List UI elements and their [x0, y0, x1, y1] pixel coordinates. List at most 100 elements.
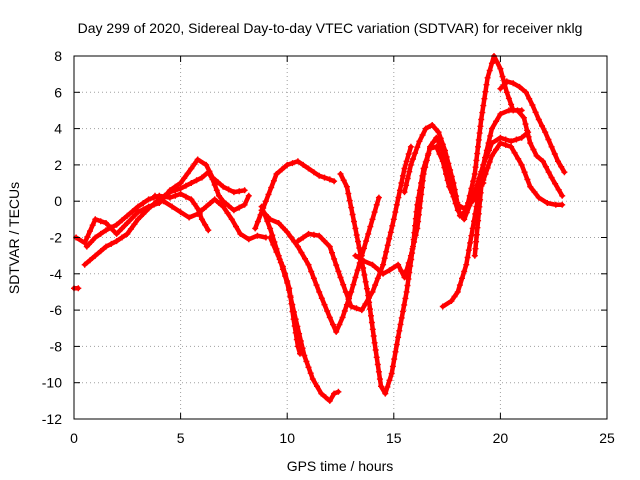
data-point: [412, 150, 419, 157]
data-point: [184, 170, 191, 177]
data-point: [211, 181, 218, 188]
data-point: [369, 326, 376, 333]
data-point: [423, 157, 430, 164]
data-point: [205, 169, 212, 176]
data-point: [279, 263, 286, 270]
data-point: [270, 241, 277, 248]
data-point: [477, 189, 484, 196]
data-point: [333, 262, 340, 269]
data-point: [417, 198, 424, 205]
data-point: [177, 209, 184, 216]
data-point: [188, 180, 195, 186]
data-point: [341, 308, 348, 314]
data-point: [479, 109, 486, 116]
data-point: [182, 193, 189, 200]
data-point: [230, 189, 237, 196]
data-point: [472, 164, 479, 171]
data-point: [310, 231, 317, 238]
data-point: [472, 245, 479, 252]
data-point: [83, 243, 90, 250]
data-point: [362, 278, 369, 285]
data-point: [129, 214, 136, 221]
data-point: [172, 192, 179, 199]
data-point: [405, 276, 412, 282]
data-point: [447, 167, 454, 173]
data-point: [103, 220, 109, 226]
data-point: [135, 209, 141, 216]
data-point: [302, 255, 308, 262]
data-point: [487, 132, 494, 139]
data-point: [415, 218, 422, 225]
data-point: [300, 161, 307, 168]
data-point: [330, 321, 336, 328]
series-track-9: [294, 143, 414, 314]
data-point: [363, 285, 370, 292]
data-point: [309, 376, 316, 383]
data-point: [463, 207, 470, 214]
data-point: [503, 89, 510, 96]
data-point: [465, 247, 472, 254]
data-point: [186, 214, 193, 221]
data-point: [322, 394, 329, 401]
data-point: [308, 268, 315, 275]
data-point: [316, 232, 323, 239]
data-point: [530, 146, 537, 153]
data-point: [297, 350, 303, 357]
data-point: [145, 205, 152, 212]
data-point: [300, 234, 307, 241]
data-point: [321, 238, 328, 245]
data-point: [268, 184, 275, 191]
data-point: [294, 238, 301, 245]
data-point: [124, 220, 131, 226]
data-point: [290, 316, 297, 323]
data-point: [480, 161, 487, 168]
data-point: [453, 193, 460, 200]
data-point: [422, 125, 429, 132]
data-point: [273, 171, 280, 177]
data-point: [282, 270, 289, 277]
data-point: [365, 230, 372, 237]
data-point: [488, 125, 495, 132]
data-point: [414, 225, 421, 232]
data-point: [340, 281, 347, 288]
data-point: [254, 218, 261, 225]
data-point: [486, 158, 493, 165]
data-point: [108, 240, 115, 247]
data-point: [448, 173, 455, 180]
data-point: [475, 210, 482, 217]
data-point: [349, 211, 356, 218]
data-point: [267, 225, 274, 232]
data-point: [188, 196, 195, 203]
data-point: [387, 229, 394, 236]
data-point: [497, 111, 504, 118]
data-point: [316, 172, 323, 179]
data-point: [374, 275, 381, 282]
data-point: [419, 132, 426, 138]
data-point: [119, 225, 125, 232]
data-point: [81, 261, 88, 268]
data-point: [172, 187, 179, 194]
data-point: [337, 274, 344, 281]
data-point: [467, 239, 474, 246]
data-point: [108, 224, 115, 231]
data-point: [262, 211, 269, 218]
data-point: [545, 169, 552, 176]
y-tick-label: -12: [42, 411, 62, 427]
series-path: [402, 53, 524, 218]
data-point: [502, 141, 509, 148]
data-point: [92, 216, 99, 223]
data-point: [291, 323, 298, 329]
data-point: [113, 221, 120, 228]
data-point: [559, 201, 566, 208]
data-point: [348, 303, 355, 310]
data-point: [275, 220, 282, 226]
data-point: [207, 200, 214, 206]
data-point: [416, 138, 423, 145]
data-point: [354, 267, 361, 274]
data-point: [524, 127, 531, 134]
data-point: [152, 192, 158, 199]
series-path: [338, 144, 486, 396]
data-point: [314, 383, 320, 390]
data-point: [371, 209, 378, 216]
data-point: [443, 153, 450, 160]
